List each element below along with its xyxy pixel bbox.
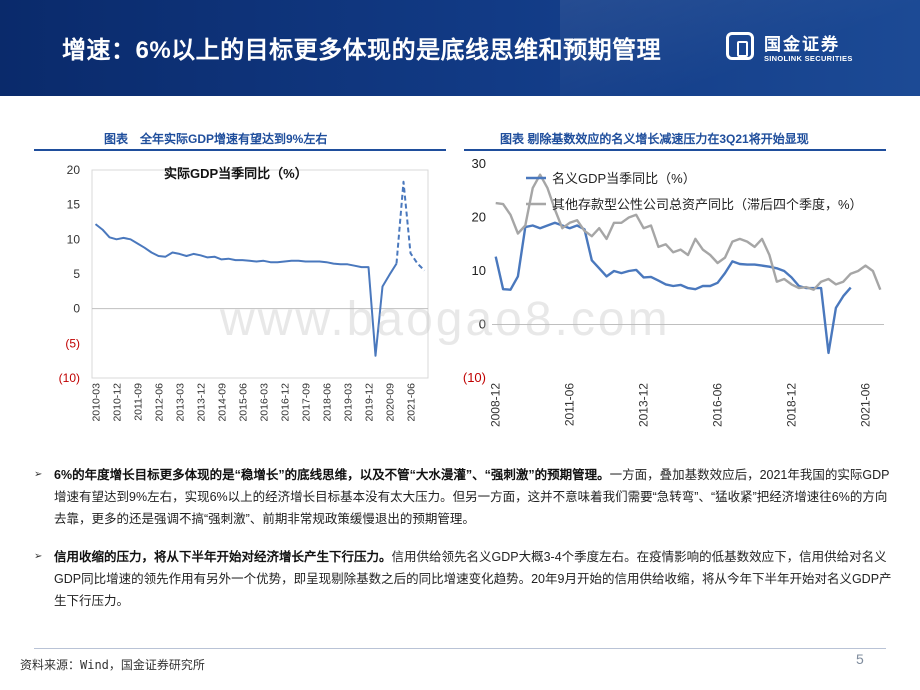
series-line [495, 173, 882, 291]
brand-logo: 国金证券 SINOLINK SECURITIES [726, 30, 906, 70]
nominal-gdp-credit-chart: 30 20 10 0 (10)2008-12 2011-06 2013-12 2016-06 2… [463, 156, 884, 427]
bullet-item: ➢ 信用收缩的压力，将从下半年开始对经济增长产生下行压力。信用供给领先名义GDP… [34, 546, 894, 612]
x-tick-label: 2010-12 [112, 383, 124, 422]
x-tick-label: 2008-12 [489, 383, 503, 427]
x-tick-label: 2011-06 [563, 383, 577, 426]
header-bar: 增速：6%以上的目标更多体现的是底线思维和预期管理 国金证券 SINOLINK … [0, 0, 920, 96]
bullet-item: ➢ 6%的年度增长目标更多体现的是“稳增长”的底线思维，以及不管“大水漫灌”、“… [34, 464, 894, 530]
series-line [395, 180, 426, 272]
series-line [94, 223, 398, 357]
legend-label: 名义GDP当季同比（%） [552, 171, 696, 186]
y-tick-label: 20 [67, 163, 81, 177]
x-tick-label: 2017-09 [301, 383, 313, 422]
y-tick-label: 0 [479, 317, 486, 332]
arrow-bullet-icon: ➢ [34, 469, 43, 480]
x-tick-label: 2016-12 [280, 383, 292, 422]
y-tick-label: 5 [73, 267, 80, 281]
header-shine [560, 0, 920, 96]
legend-label: 其他存款型公性公司总资产同比（滞后四个季度，%） [552, 197, 863, 212]
slide-title: 增速：6%以上的目标更多体现的是底线思维和预期管理 [62, 37, 662, 64]
y-tick-label: (10) [59, 371, 80, 385]
x-tick-label: 2015-06 [238, 383, 250, 422]
logo-name-cn: 国金证券 [764, 35, 840, 54]
y-tick-label: 10 [472, 263, 486, 278]
y-tick-label: 0 [73, 302, 80, 316]
watermark: www.baogao8.com [220, 293, 671, 346]
chart-right-rule [464, 149, 886, 151]
bullet-lead: 6%的年度增长目标更多体现的是“稳增长”的底线思维，以及不管“大水漫灌”、“强刺… [54, 468, 610, 482]
x-tick-label: 2013-12 [637, 383, 651, 427]
x-tick-label: 2021-06 [859, 383, 873, 427]
x-tick-label: 2019-03 [343, 383, 355, 422]
bullet-list: ➢ 6%的年度增长目标更多体现的是“稳增长”的底线思维，以及不管“大水漫灌”、“… [34, 464, 894, 612]
x-tick-label: 2014-09 [217, 383, 229, 422]
y-tick-label: 10 [67, 232, 81, 246]
chart-left-rule [34, 149, 446, 151]
logo-name-en: SINOLINK SECURITIES [764, 54, 853, 63]
y-tick-label: (10) [463, 370, 486, 385]
logo-mark-icon [726, 32, 754, 60]
x-tick-label: 2010-03 [91, 383, 103, 422]
x-tick-label: 2018-12 [785, 383, 799, 427]
chart-left-caption: 图表 全年实际GDP增速有望达到9%左右 [104, 132, 328, 146]
arrow-bullet-icon: ➢ [34, 551, 43, 562]
x-tick-label: 2016-06 [711, 383, 725, 427]
x-tick-label: 2016-03 [259, 383, 271, 422]
y-tick-label: 30 [472, 156, 486, 171]
page-number: 5 [856, 651, 864, 667]
x-tick-label: 2020-09 [385, 383, 397, 422]
x-tick-label: 2013-12 [196, 383, 208, 422]
series-line [494, 221, 852, 355]
plot-frame [91, 169, 429, 379]
chart-right-caption: 图表 剔除基数效应的名义增长减速压力在3Q21将开始显现 [500, 132, 809, 146]
x-tick-label: 2012-06 [154, 383, 166, 422]
x-tick-label: 2021-06 [406, 383, 418, 422]
x-tick-label: 2013-03 [175, 383, 187, 422]
y-tick-label: (5) [65, 336, 80, 350]
y-tick-label: 20 [472, 210, 486, 225]
x-tick-label: 2019-12 [364, 383, 376, 422]
bullet-lead: 信用收缩的压力，将从下半年开始对经济增长产生下行压力。 [54, 550, 392, 564]
y-tick-label: 15 [67, 198, 81, 212]
source-note: 资料来源：Wind，国金证券研究所 [20, 658, 205, 672]
x-tick-label: 2011-09 [133, 383, 145, 421]
bullet-body: 一方面，叠加基数效应后，2021年我国的实际GDP增速有望达到9%左右，实现6%… [54, 468, 890, 526]
bullet-body: 信用供给领先名义GDP大概3-4个季度左右。在疫情影响的低基数效应下，信用供给对… [54, 550, 892, 608]
gdp-real-chart: 20 15 10 5 0 (5) (10) 2010-03 2010-12 2011-09 2012… [59, 163, 429, 422]
chart-title: 实际GDP当季同比（%） [164, 166, 308, 181]
x-tick-label: 2018-06 [322, 383, 334, 422]
footer-divider [34, 648, 886, 649]
